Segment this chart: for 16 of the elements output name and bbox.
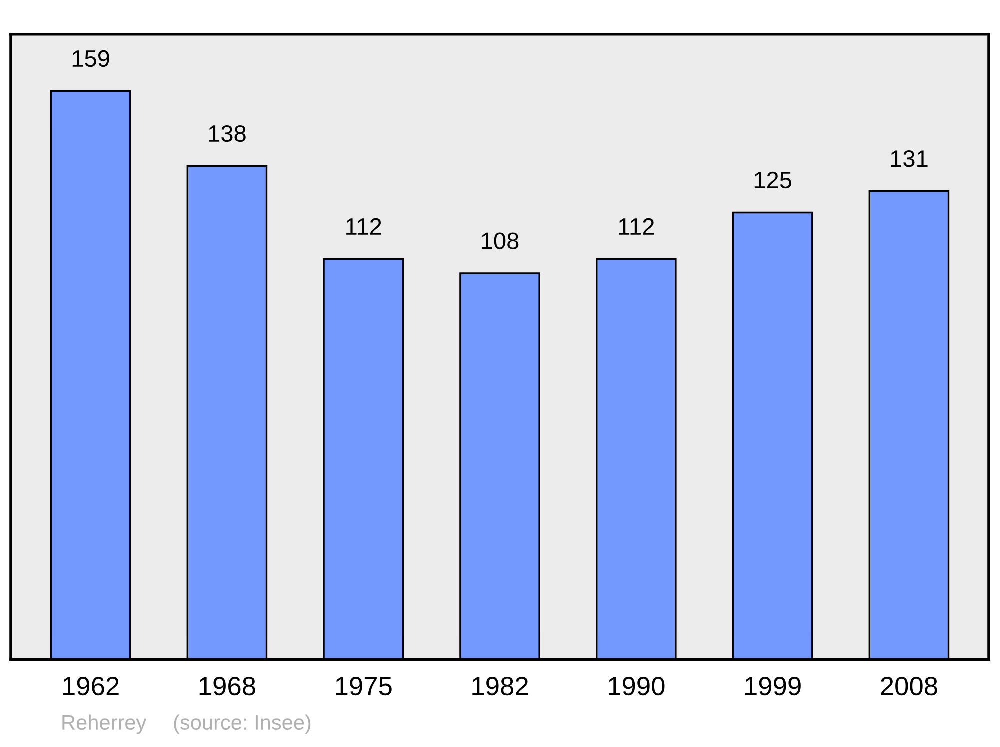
x-tick-label: 1982: [472, 676, 528, 696]
text: Reherrey: [62, 714, 147, 734]
x-tick-label: 1975: [336, 676, 392, 696]
x-tick-label: 1999: [745, 676, 801, 696]
data-label: 131: [891, 150, 928, 168]
data-label: 108: [482, 232, 519, 250]
data-label: 112: [346, 218, 382, 235]
x-tick-label: 2008: [881, 676, 938, 696]
x-tick-label: 1990: [609, 676, 665, 696]
data-label: 138: [209, 125, 246, 142]
x-tick-label: 1968: [200, 676, 256, 696]
data-label: 112: [619, 218, 654, 235]
text: (source: Insee): [174, 714, 311, 734]
data-label: 159: [72, 50, 110, 68]
data-label: 125: [754, 172, 792, 189]
x-tick-label: 1962: [63, 676, 119, 696]
